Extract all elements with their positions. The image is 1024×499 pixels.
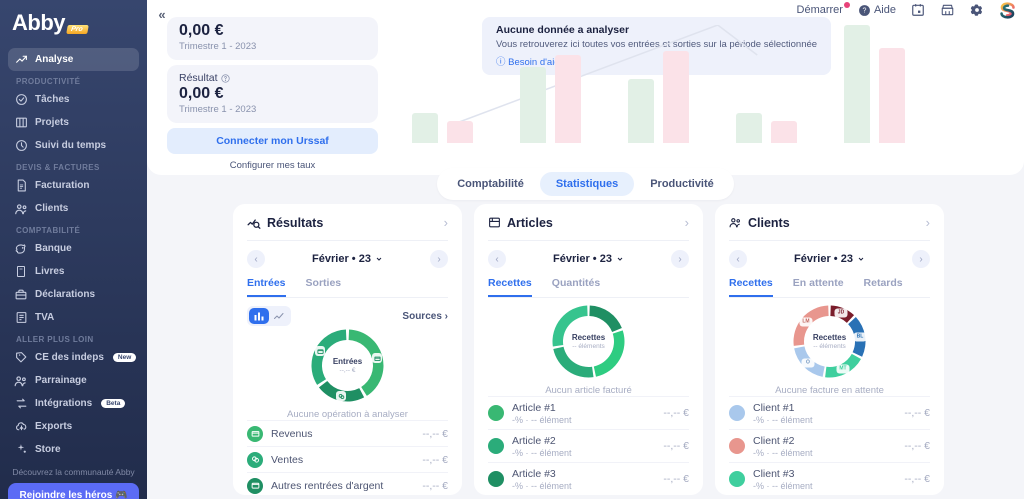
svg-text:?: ? [863,7,867,14]
